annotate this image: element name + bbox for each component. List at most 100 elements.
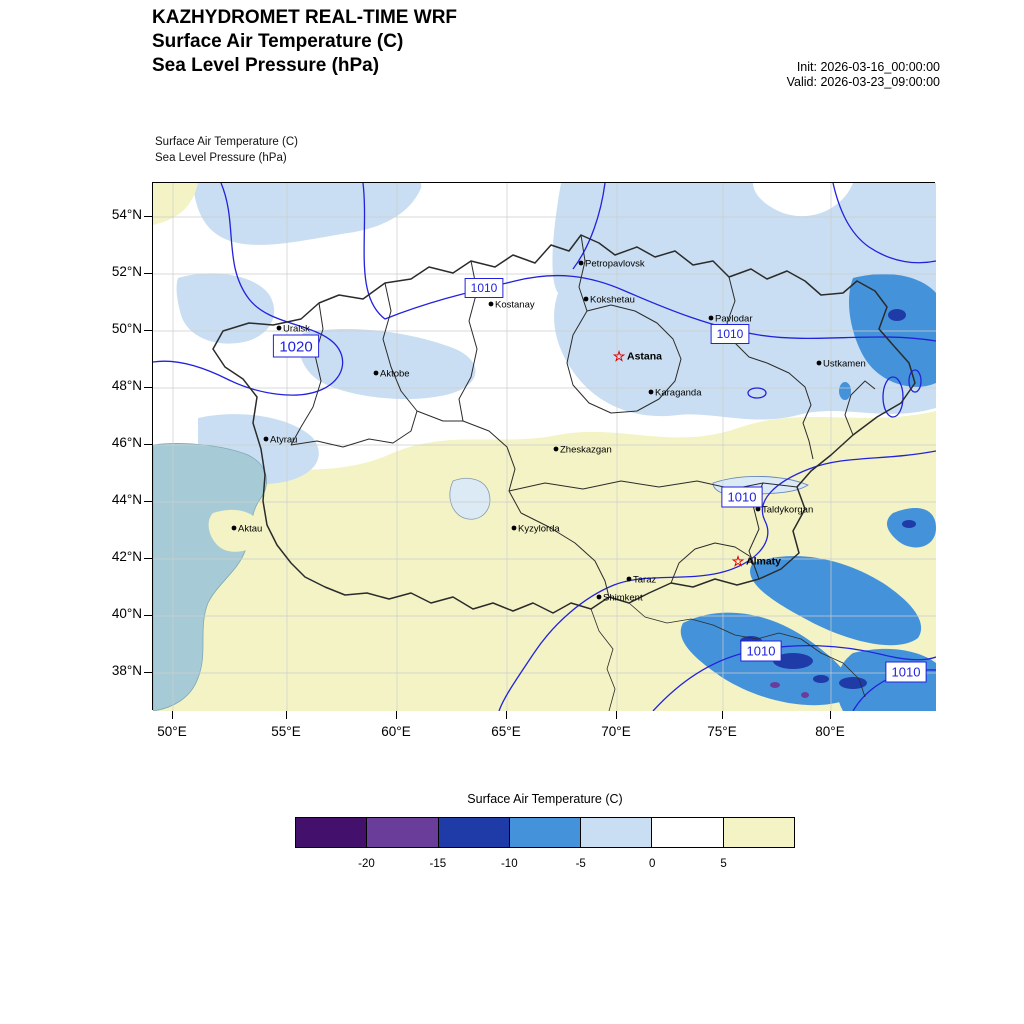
page-title: KAZHYDROMET REAL-TIME WRF xyxy=(152,7,458,28)
pressure-label-box xyxy=(885,661,927,683)
colorbar-tick-label: 5 xyxy=(720,858,727,870)
colorbar-tick-label: -20 xyxy=(358,858,375,870)
lat-axis-tick xyxy=(144,500,152,502)
colorbar-tick-label: -10 xyxy=(500,858,518,870)
pressure-label: 1010 xyxy=(471,281,498,295)
init-time: Init: 2026-03-16_00:00:00 xyxy=(796,60,940,74)
city-label: Petropavlovsk xyxy=(585,259,645,270)
lat-axis-tick xyxy=(144,386,152,388)
colorbar-cell xyxy=(652,818,724,847)
lon-axis-label: 80°E xyxy=(815,724,845,739)
lat-axis-tick xyxy=(144,272,152,274)
pressure-label: 1010 xyxy=(728,490,757,505)
city-dot xyxy=(578,260,584,266)
lon-axis-tick xyxy=(395,711,397,719)
lat-axis-label: 52°N xyxy=(111,264,142,279)
graticule-lines xyxy=(153,183,936,711)
lat-axis-label: 54°N xyxy=(111,207,142,222)
city-dot xyxy=(755,506,761,512)
map-subtitle-block: Surface Air Temperature (C) Sea Level Pr… xyxy=(155,134,298,166)
lon-axis-label: 70°E xyxy=(601,724,631,739)
city-markers: Petropavlovsk Kostanay Kokshetau Pavlodar Ur… xyxy=(231,259,866,604)
lat-axis-tick xyxy=(144,215,152,217)
pressure-label-box xyxy=(721,486,763,508)
pressure-label: 1010 xyxy=(892,665,921,680)
city-label: Kostanay xyxy=(495,300,535,311)
lat-axis-label: 46°N xyxy=(111,435,142,450)
lat-axis-tick xyxy=(144,443,152,445)
lat-axis-label: 40°N xyxy=(111,606,142,621)
lat-axis-label: 50°N xyxy=(111,321,142,336)
city-dot xyxy=(488,301,494,307)
colorbar-cell xyxy=(509,818,582,847)
capital-star-icon: ☆ xyxy=(732,553,745,569)
city-dot xyxy=(553,446,559,452)
colorbar-cell xyxy=(438,818,510,847)
lon-axis-tick xyxy=(829,711,831,719)
capital-star-icon: ☆ xyxy=(613,348,626,364)
weather-map: Petropavlovsk Kostanay Kokshetau Pavlodar Ur… xyxy=(152,182,936,711)
map-subtitle-temperature: Surface Air Temperature (C) xyxy=(155,136,298,148)
city-dot xyxy=(263,436,269,442)
mangystau-peninsula xyxy=(208,509,262,552)
lat-axis-tick xyxy=(144,671,152,673)
pressure-value-labels: 1010 1020 1010 1010 1010 1010 xyxy=(272,278,927,683)
lon-axis-label: 50°E xyxy=(157,724,187,739)
kazakhstan-weather-map-svg: Petropavlovsk Kostanay Kokshetau Pavlodar Ur… xyxy=(153,183,936,711)
city-label: Zheskazgan xyxy=(560,445,612,456)
city-label: Karaganda xyxy=(655,388,702,399)
city-label: Kyzylorda xyxy=(518,524,560,535)
city-label: Taraz xyxy=(633,575,656,586)
lat-axis-label: 42°N xyxy=(111,549,142,564)
temperature-fill-layer xyxy=(153,183,936,711)
lon-axis-label: 65°E xyxy=(491,724,521,739)
model-time-block: Init: 2026-03-16_00:00:00 Valid: 2026-03… xyxy=(787,60,940,90)
aral-sea xyxy=(449,477,491,520)
lon-axis-label: 75°E xyxy=(707,724,737,739)
colorbar-cell xyxy=(581,818,653,847)
pressure-label: 1010 xyxy=(717,327,744,341)
pressure-label-box xyxy=(740,640,782,662)
city-label: Astana xyxy=(627,351,662,363)
city-dot xyxy=(373,370,379,376)
page-subtitle-pressure: Sea Level Pressure (hPa) xyxy=(152,55,380,76)
city-label: Uralsk xyxy=(283,324,310,335)
colorbar-cell xyxy=(367,818,439,847)
city-label: Aktobe xyxy=(380,369,410,380)
city-label: Ustkamen xyxy=(823,359,866,370)
city-dot xyxy=(511,525,517,531)
lat-axis-label: 38°N xyxy=(111,663,142,678)
city-dot xyxy=(626,576,632,582)
city-label: Aktau xyxy=(238,524,262,535)
kazakhstan-outline xyxy=(212,234,916,614)
city-dot xyxy=(583,296,589,302)
city-dot xyxy=(276,325,282,331)
lat-axis-tick xyxy=(144,329,152,331)
lon-axis-tick xyxy=(615,711,617,719)
city-label: Shimkent xyxy=(603,593,643,604)
city-dot xyxy=(648,389,654,395)
city-label: Taldykorgan xyxy=(762,505,813,516)
colorbar-cell xyxy=(296,818,368,847)
header-title-block: KAZHYDROMET REAL-TIME WRF Surface Air Te… xyxy=(152,6,457,78)
temperature-colorbar xyxy=(295,817,795,848)
lon-axis-label: 55°E xyxy=(271,724,301,739)
lat-axis-label: 44°N xyxy=(111,492,142,507)
map-subtitle-pressure: Sea Level Pressure (hPa) xyxy=(155,152,287,164)
city-label: Almaty xyxy=(746,556,781,568)
lat-axis-tick xyxy=(144,557,152,559)
city-label: Kokshetau xyxy=(590,295,635,306)
colorbar-tick-label: -5 xyxy=(575,858,586,870)
lon-axis-tick xyxy=(285,711,287,719)
valid-time: Valid: 2026-03-23_09:00:00 xyxy=(786,75,940,89)
lon-axis-tick xyxy=(505,711,507,719)
pressure-contours xyxy=(153,183,936,711)
lon-axis-label: 60°E xyxy=(381,724,411,739)
city-label: Pavlodar xyxy=(715,314,753,325)
city-dot xyxy=(816,360,822,366)
city-dot xyxy=(231,525,237,531)
city-dot xyxy=(708,315,714,321)
pressure-label-box xyxy=(464,278,504,298)
colorbar-tick-label: -15 xyxy=(429,858,447,870)
